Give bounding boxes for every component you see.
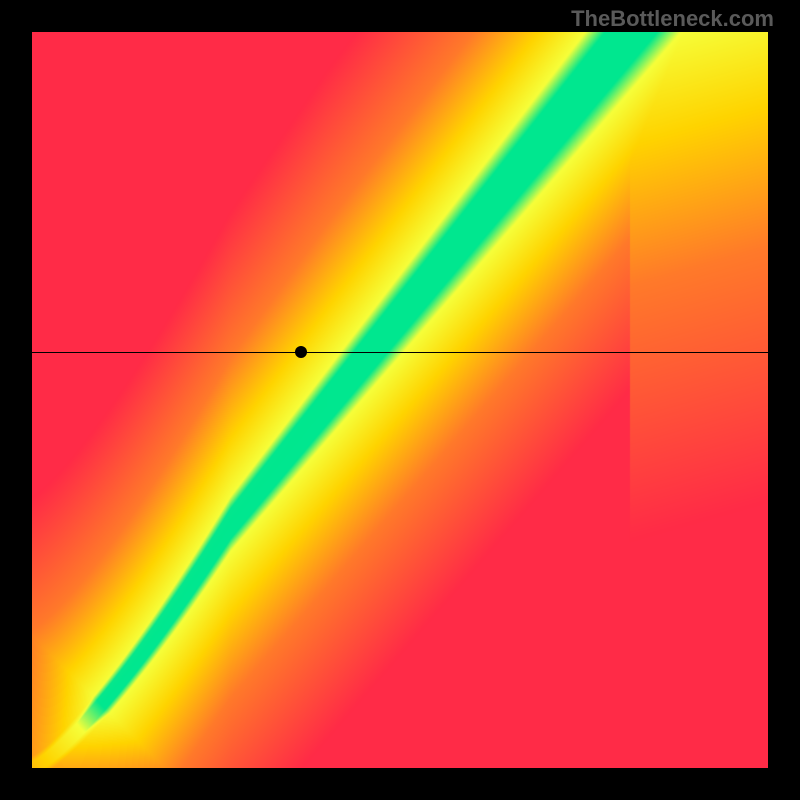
data-point-marker [295, 346, 307, 358]
watermark-text: TheBottleneck.com [571, 6, 774, 32]
heatmap-plot [32, 32, 768, 768]
chart-frame: TheBottleneck.com [0, 0, 800, 800]
heatmap-canvas [32, 32, 768, 768]
crosshair-horizontal [32, 352, 768, 353]
